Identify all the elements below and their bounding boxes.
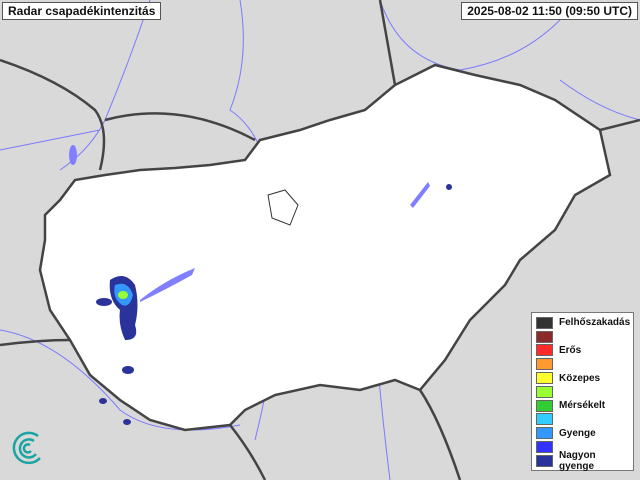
budapest-outline	[267, 189, 299, 226]
legend-swatch	[536, 372, 553, 385]
legend-label: Erős	[559, 344, 582, 356]
legend-item	[536, 385, 633, 399]
legend-item	[536, 330, 633, 344]
radar-echoes	[96, 184, 452, 425]
legend-swatch	[536, 427, 553, 440]
legend-label: Gyenge	[559, 427, 596, 439]
map-title: Radar csapadékintenzitás	[2, 2, 162, 20]
timestamp: 2025-08-02 11:50 (09:50 UTC)	[461, 2, 638, 20]
legend-swatch	[536, 330, 553, 343]
legend-label: Nagyon gyenge	[559, 449, 596, 472]
legend-label: Felhőszakadás	[559, 317, 631, 329]
legend-swatch	[536, 385, 553, 398]
legend-item: Gyenge	[536, 426, 633, 440]
legend-item	[536, 440, 633, 454]
legend-swatch	[536, 441, 553, 454]
legend-item: Felhőszakadás	[536, 316, 633, 330]
legend-label: Mérsékelt	[559, 400, 606, 412]
legend: Felhőszakadás Erős Közepes Mérsékelt Gyenge N…	[531, 312, 634, 472]
legend-item	[536, 357, 633, 371]
legend-item: Erős	[536, 344, 633, 358]
legend-swatch	[536, 344, 553, 357]
legend-swatch	[536, 454, 553, 467]
legend-swatch	[536, 316, 553, 329]
legend-item: Nagyon gyenge	[536, 450, 633, 472]
lakes	[69, 145, 430, 302]
legend-swatch	[536, 358, 553, 371]
legend-item: Közepes	[536, 371, 633, 385]
hungary-country-shape	[38, 63, 612, 432]
met-service-swirl-logo-icon	[12, 431, 41, 465]
legend-item	[536, 413, 633, 427]
legend-item: Mérsékelt	[536, 399, 633, 413]
legend-label: Közepes	[559, 372, 601, 384]
legend-swatch	[536, 399, 553, 412]
legend-swatch	[536, 413, 553, 426]
